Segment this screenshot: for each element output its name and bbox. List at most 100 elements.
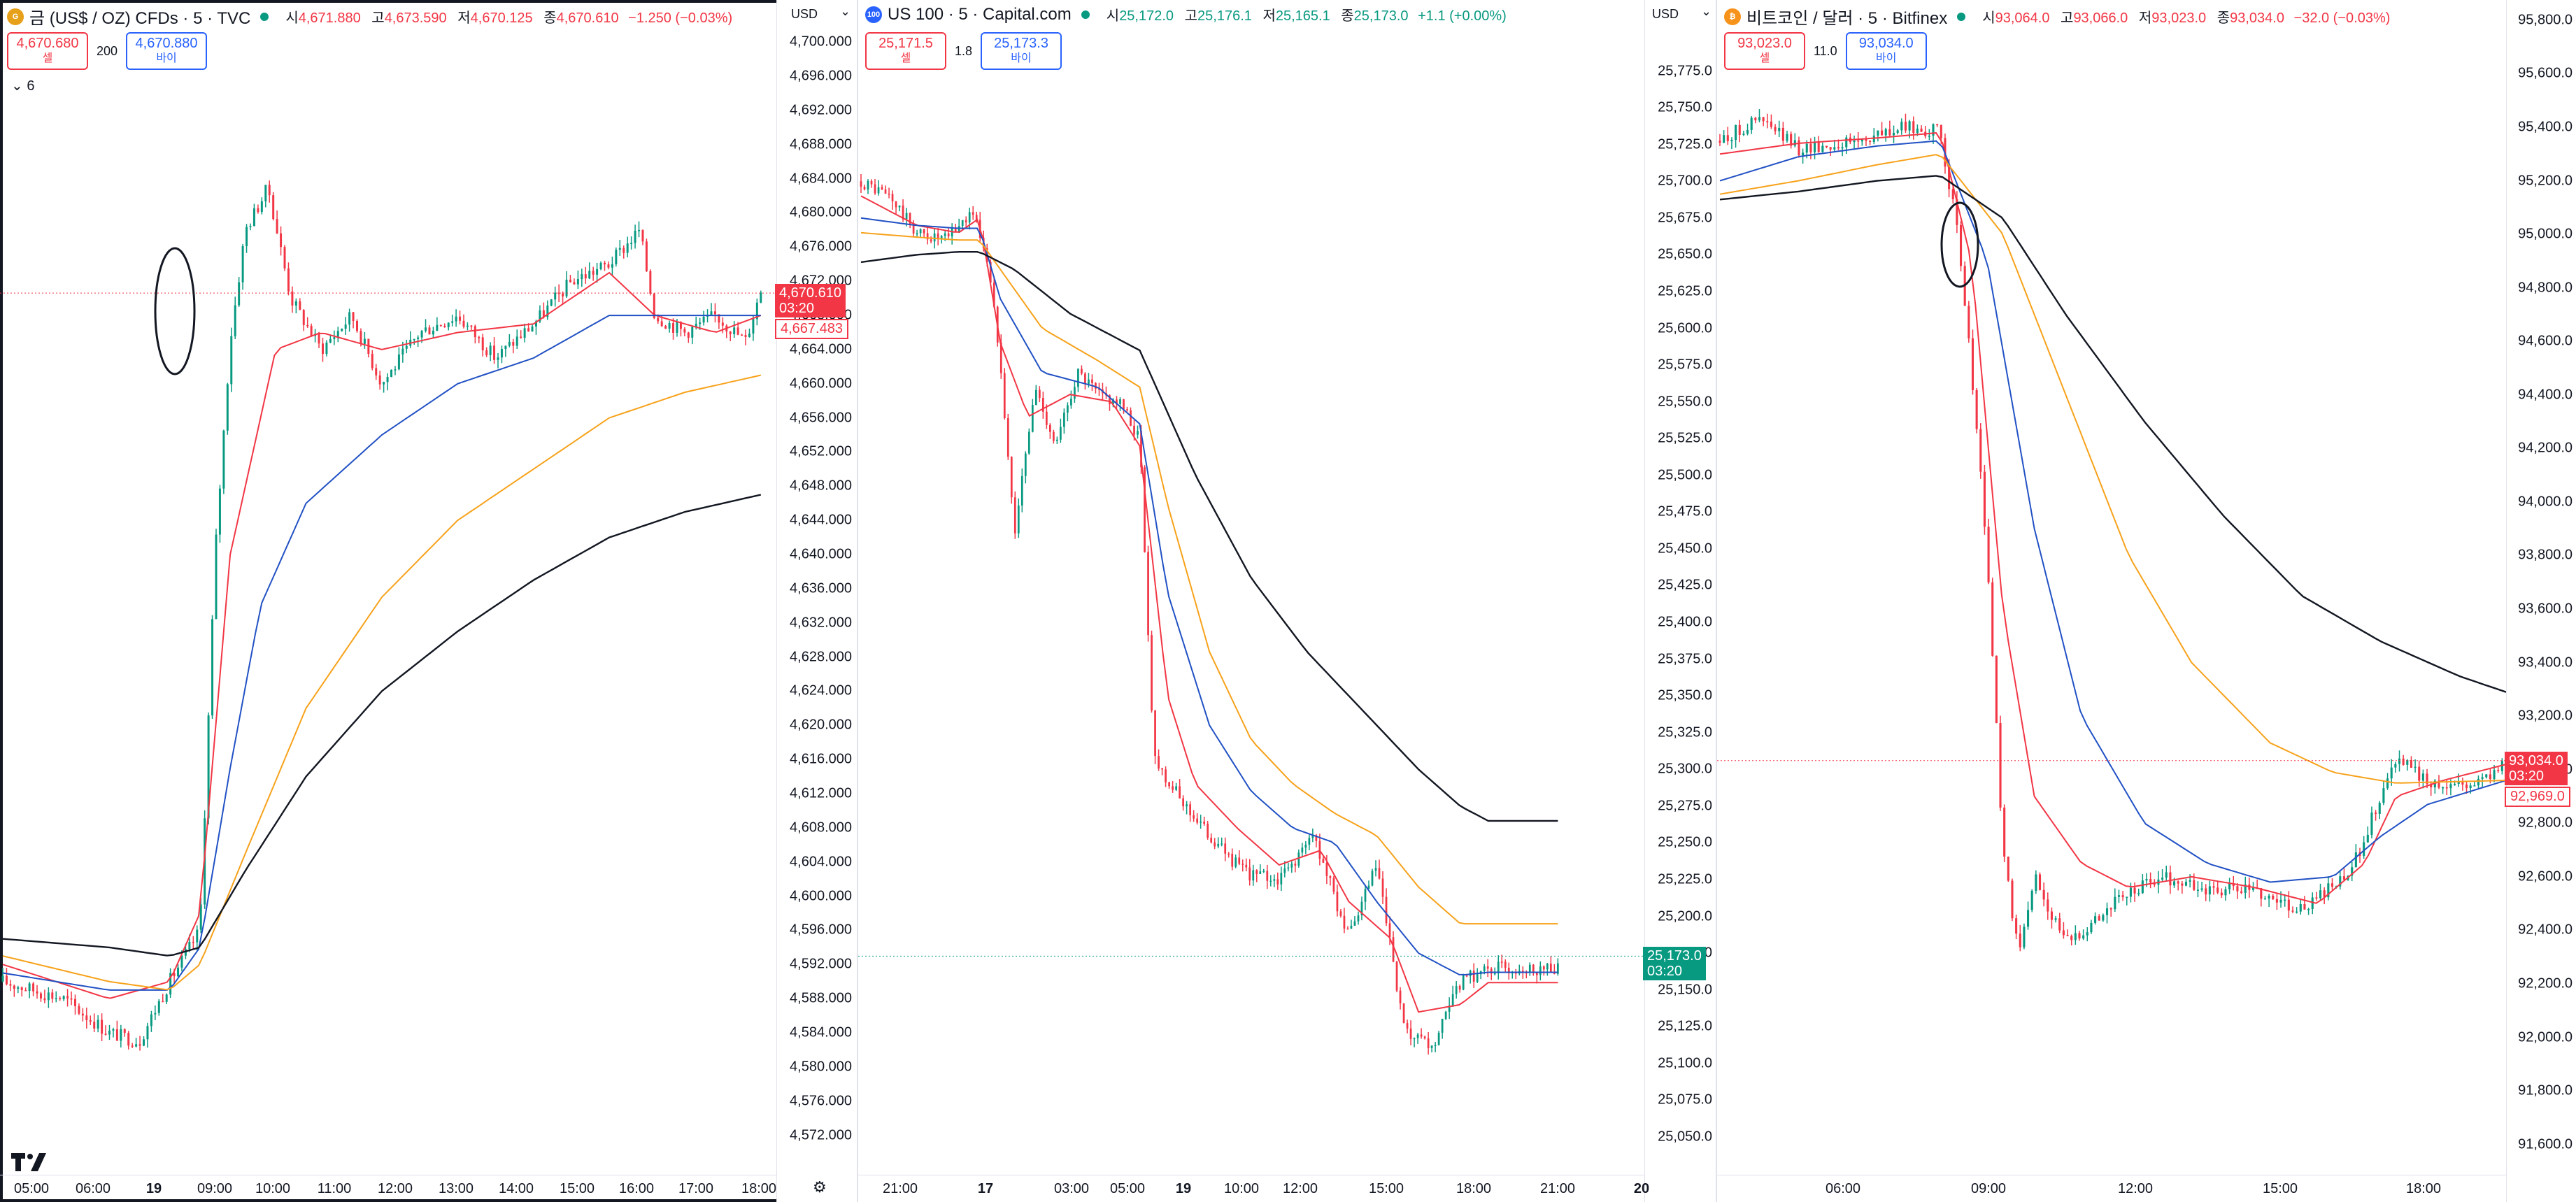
candle [741,334,743,336]
candle [1841,142,1844,157]
candle [1116,396,1118,409]
price-tick-label: 25,550.0 [1658,394,1712,410]
time-tick-label: 15:00 [1368,1181,1404,1196]
price-tick-label: 25,700.0 [1658,173,1712,189]
candle [1486,959,1489,978]
currency-label[interactable]: USD [1652,7,1679,21]
candle [1995,655,1998,724]
candle [1423,1036,1426,1040]
candle [59,996,62,1001]
time-tick-label: 15:00 [559,1181,595,1196]
candle [489,342,492,362]
tradingview-logo[interactable] [11,1153,46,1171]
candle [108,1024,111,1040]
sell-button[interactable]: 4,670.680 셀 [7,32,88,70]
price-tick-label: 4,600.000 [790,888,852,904]
candle [375,364,378,380]
candle [2102,913,2105,922]
moving-average-line [1719,154,2506,784]
candle [1786,130,1788,143]
symbol-title[interactable]: 비트코인 / 달러 · 5 · Bitfinex [1746,9,1948,28]
candle [257,204,259,214]
candle [584,266,587,284]
price-tick-label: 95,800.0 [2518,12,2573,28]
chevron-down-icon[interactable]: ⌄ [1701,4,1712,18]
time-axis-us100[interactable]: 21:00 17 03:00 05:00 19 10:00 12:00 15:00 18:00 2… [858,1175,1649,1202]
candle [1186,801,1188,815]
candle [1770,114,1772,129]
buy-button[interactable]: 93,034.0 바이 [1845,32,1927,70]
price-tick-label: 25,500.0 [1658,467,1712,483]
price-tick-label: 93,200.0 [2518,708,2573,724]
candle [2327,876,2330,901]
candle [1814,136,1816,159]
price-axis-us100[interactable]: USD ⌄ 25,775.0 25,750.0 25,725.0 25,700.0 25… [1644,0,1717,1202]
symbol-title[interactable]: US 100 · 5 · Capital.com [888,4,1072,24]
candle [1872,128,1875,145]
candle [260,197,263,215]
plot-area-gold[interactable] [0,0,776,1175]
symbol-title[interactable]: 금 (US$ / OZ) CFDs · 5 · TVC [29,9,251,28]
buy-button[interactable]: 4,670.880 바이 [126,32,208,70]
ellipse-annotation[interactable] [1940,201,1979,288]
candle [947,228,950,239]
candle [1221,837,1223,847]
price-tick-label: 4,640.000 [790,546,852,562]
candle [36,985,38,999]
moving-average-line [1719,175,2506,693]
time-tick-label: 18:00 [2405,1181,2442,1196]
currency-label[interactable]: USD [791,7,818,21]
candle [1462,973,1465,991]
gear-icon[interactable]: ⚙ [813,1178,827,1196]
candle [2414,759,2417,773]
price-axis-btc[interactable]: 95,800.0 95,600.0 95,400.0 95,200.0 95,000.0… [2506,0,2576,1202]
chart-panel-us100[interactable]: 100 US 100 · 5 · Capital.com 시25,172.0 고… [857,0,1717,1202]
candle [344,317,347,335]
candle [863,185,866,191]
ohlc-legend: 시25,172.0 고25,176.1 저25,165.1 종25,173.0 … [1106,8,1507,24]
symbol-header: ₿ 비트코인 / 달러 · 5 · Bitfinex 시93,064.0 고93… [1724,4,2390,29]
candle [760,290,762,303]
plot-area-us100[interactable] [858,0,1644,1175]
chevron-down-icon: ⌄ [11,78,23,94]
price-tick-label: 94,600.0 [2518,333,2573,349]
time-tick-label: 05:00 [1109,1181,1146,1196]
price-tick-label: 25,300.0 [1658,761,1712,777]
plot-area-btc[interactable] [1717,0,2506,1175]
price-tick-label: 4,684.000 [790,171,852,187]
candle [683,327,686,336]
ellipse-annotation[interactable] [154,247,196,375]
candle [1336,885,1339,917]
sell-button[interactable]: 93,023.0 셀 [1724,32,1805,70]
candles [1,180,762,1051]
candle [1746,123,1749,136]
candle [2375,810,2377,821]
price-tick-label: 92,400.0 [2518,922,2573,938]
chart-panel-btc[interactable]: ₿ 비트코인 / 달러 · 5 · Bitfinex 시93,064.0 고93… [1716,0,2576,1202]
candle [2284,894,2286,907]
time-axis-gold[interactable]: 05:00 06:00 19 09:00 10:00 11:00 12:00 13:00 14:… [0,1175,776,1202]
price-axis-gold[interactable]: USD ⌄ 4,700.000 4,696.000 4,692.000 4,688.0… [776,0,857,1202]
candle [165,993,168,1005]
time-axis-btc[interactable]: 06:00 09:00 12:00 15:00 18:00 [1717,1175,2506,1202]
buy-button[interactable]: 25,173.3 바이 [981,32,1062,70]
candle [310,323,313,337]
candle [2370,806,2373,839]
chevron-down-icon[interactable]: ⌄ [840,4,851,18]
price-tick-label: 25,775.0 [1658,63,1712,79]
moving-average-line [860,217,1558,976]
indicator-collapse-toggle[interactable]: ⌄ 6 [11,78,35,94]
ohlc-legend: 시93,064.0 고93,066.0 저93,023.0 종93,034.0 … [1982,10,2391,26]
candle [1067,402,1069,422]
candle [2351,861,2354,882]
time-tick-label: 13:00 [438,1181,474,1196]
chart-panel-gold[interactable]: G 금 (US$ / OZ) CFDs · 5 · TVC 시4,671.880… [0,0,857,1202]
sell-button[interactable]: 25,171.5 셀 [865,32,946,70]
candle [1203,816,1206,826]
candle [2121,891,2124,901]
candle [1332,875,1335,895]
price-tick-label: 4,660.000 [790,375,852,392]
price-tick-label: 25,100.0 [1658,1055,1712,1071]
price-tick-label: 25,375.0 [1658,651,1712,667]
candle [2212,881,2215,895]
